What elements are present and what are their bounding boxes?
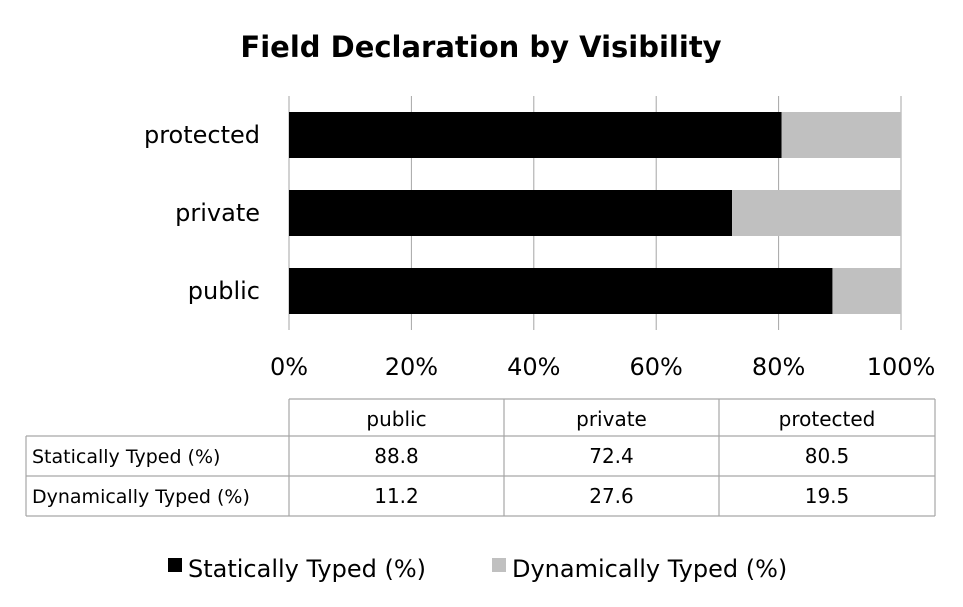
tick-label-2: 40%: [507, 353, 560, 381]
data-table: public private protected Statically Typed (…: [25, 398, 936, 517]
bar-protected-0: [289, 112, 782, 158]
x-axis-ticks: 0% 20% 40% 60% 80% 100%: [270, 353, 935, 381]
tick-label-4: 80%: [752, 353, 805, 381]
chart-title: Field Declaration by Visibility: [240, 30, 721, 64]
bar-private-0: [289, 190, 733, 236]
table-cell-1-0: 11.2: [374, 484, 419, 508]
table-cell-0-0: 88.8: [374, 444, 419, 468]
tick-label-0: 0%: [270, 353, 308, 381]
tick-label-1: 20%: [385, 353, 438, 381]
table-col-header-private: private: [576, 407, 647, 431]
legend: Statically Typed (%) Dynamically Typed (%…: [168, 555, 787, 583]
bar-public-1: [832, 268, 901, 314]
table-row-label-0: Statically Typed (%): [32, 446, 220, 468]
bar-public-0: [289, 268, 833, 314]
table-row-label-1: Dynamically Typed (%): [32, 486, 250, 508]
legend-label-0: Statically Typed (%): [188, 555, 426, 583]
tick-label-3: 60%: [630, 353, 683, 381]
table-col-header-protected: protected: [779, 407, 876, 431]
table-col-header-public: public: [366, 407, 426, 431]
table-cell-1-1: 27.6: [589, 484, 634, 508]
legend-marker-0: [168, 558, 182, 572]
category-label-private: private: [175, 199, 260, 227]
table-cell-1-2: 19.5: [805, 484, 850, 508]
bar-protected-1: [781, 112, 901, 158]
table-cell-0-2: 80.5: [805, 444, 850, 468]
category-labels: public private protected: [144, 121, 260, 305]
tick-label-5: 100%: [867, 353, 936, 381]
bar-private-1: [732, 190, 901, 236]
table-cell-0-1: 72.4: [589, 444, 634, 468]
legend-label-1: Dynamically Typed (%): [512, 555, 787, 583]
category-label-protected: protected: [144, 121, 260, 149]
bars: [289, 112, 901, 314]
legend-marker-1: [492, 558, 506, 572]
category-label-public: public: [188, 277, 260, 305]
